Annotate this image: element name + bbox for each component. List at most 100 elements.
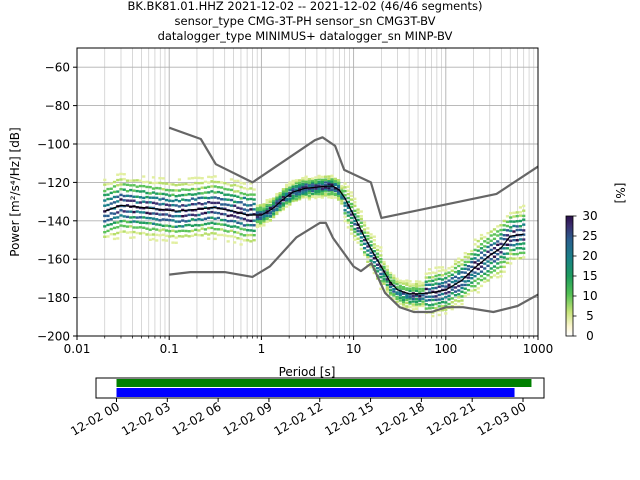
histogram-cell [252, 224, 256, 227]
histogram-cell [421, 287, 425, 291]
histogram-cell [492, 242, 497, 245]
histogram-cell [460, 290, 464, 293]
histogram-cell [194, 223, 198, 227]
histogram-cell [512, 257, 516, 260]
histogram-cell [275, 212, 279, 216]
coverage-tick-label: 12-02 18 [373, 399, 427, 438]
histogram-cell [171, 215, 175, 218]
histogram-cell [242, 196, 247, 200]
histogram-cell [294, 179, 298, 182]
histogram-cell [431, 306, 435, 309]
histogram-cell [272, 215, 276, 219]
histogram-cell [220, 233, 224, 237]
histogram-cell [151, 187, 156, 190]
coverage-tick-label: 12-02 15 [322, 399, 376, 438]
histogram-cell [463, 291, 467, 295]
histogram-cell [122, 199, 126, 202]
histogram-cell [249, 197, 253, 201]
histogram-cell [483, 280, 487, 284]
histogram-cell [291, 194, 295, 197]
histogram-cell [437, 282, 441, 286]
histogram-cell [382, 260, 386, 264]
histogram-cell [317, 176, 321, 179]
histogram-cell [496, 258, 500, 261]
histogram-cell [408, 280, 412, 283]
histogram-cell [317, 192, 321, 196]
histogram-cell [388, 289, 393, 292]
histogram-cell [499, 242, 503, 246]
histogram-cell [392, 293, 396, 296]
histogram-cell [112, 185, 117, 188]
histogram-cell [382, 275, 386, 278]
histogram-cell [242, 187, 247, 190]
histogram-cell [499, 275, 503, 278]
histogram-cell [158, 203, 162, 206]
histogram-cell [265, 211, 269, 214]
histogram-cell [317, 182, 321, 185]
histogram-cell [314, 180, 318, 184]
histogram-cell [226, 234, 230, 238]
histogram-cell [288, 200, 292, 204]
histogram-cell [401, 285, 406, 289]
histogram-cell [226, 193, 230, 196]
histogram-cell [207, 175, 211, 179]
histogram-cell [203, 191, 208, 194]
y-tick-label: −200 [37, 330, 70, 344]
histogram-cell [320, 191, 324, 194]
histogram-cell [356, 208, 360, 211]
histogram-cell [509, 243, 513, 247]
histogram-cell [168, 199, 172, 202]
histogram-cell [336, 186, 341, 189]
histogram-cell [479, 243, 484, 246]
histogram-cell [255, 219, 260, 223]
histogram-cell [447, 302, 451, 306]
histogram-cell [207, 233, 211, 236]
histogram-cell [388, 273, 393, 276]
histogram-cell [418, 282, 422, 286]
histogram-cell [421, 289, 425, 292]
histogram-cell [330, 180, 334, 184]
histogram-cell [275, 199, 279, 203]
histogram-cell [327, 179, 331, 183]
histogram-cell [479, 251, 484, 254]
histogram-cell [109, 218, 113, 221]
colorbar-tick-label: 10 [582, 289, 597, 303]
histogram-cell [116, 211, 120, 214]
histogram-cell [489, 267, 493, 270]
histogram-cell [200, 223, 204, 227]
histogram-cell [349, 191, 354, 194]
histogram-cell [421, 284, 425, 287]
histogram-cell [509, 220, 513, 223]
histogram-cell [388, 276, 393, 279]
histogram-cell [177, 214, 182, 218]
histogram-cell [294, 195, 298, 198]
histogram-cell [174, 204, 178, 207]
histogram-cell [392, 281, 396, 285]
histogram-cell [194, 188, 198, 191]
histogram-cell [177, 224, 182, 228]
histogram-cell [424, 283, 428, 287]
histogram-cell [249, 219, 253, 223]
histogram-cell [161, 182, 165, 185]
histogram-cell [466, 268, 471, 271]
histogram-cell [450, 297, 454, 300]
histogram-cell [447, 290, 451, 294]
histogram-cell [476, 259, 480, 262]
histogram-cell [210, 175, 214, 179]
histogram-cell [288, 203, 292, 206]
histogram-cell [246, 233, 250, 237]
histogram-cell [223, 187, 227, 191]
histogram-cell [385, 271, 389, 274]
histogram-cell [421, 281, 425, 285]
histogram-cell [327, 182, 331, 186]
histogram-cell [197, 176, 201, 180]
histogram-cell [349, 194, 354, 198]
histogram-cell [483, 267, 487, 270]
histogram-cell [210, 221, 214, 225]
histogram-cell [457, 289, 461, 292]
histogram-cell [353, 204, 357, 208]
histogram-cell [346, 189, 350, 192]
histogram-cell [298, 195, 302, 198]
histogram-cell [431, 276, 435, 279]
histogram-cell [346, 221, 350, 224]
